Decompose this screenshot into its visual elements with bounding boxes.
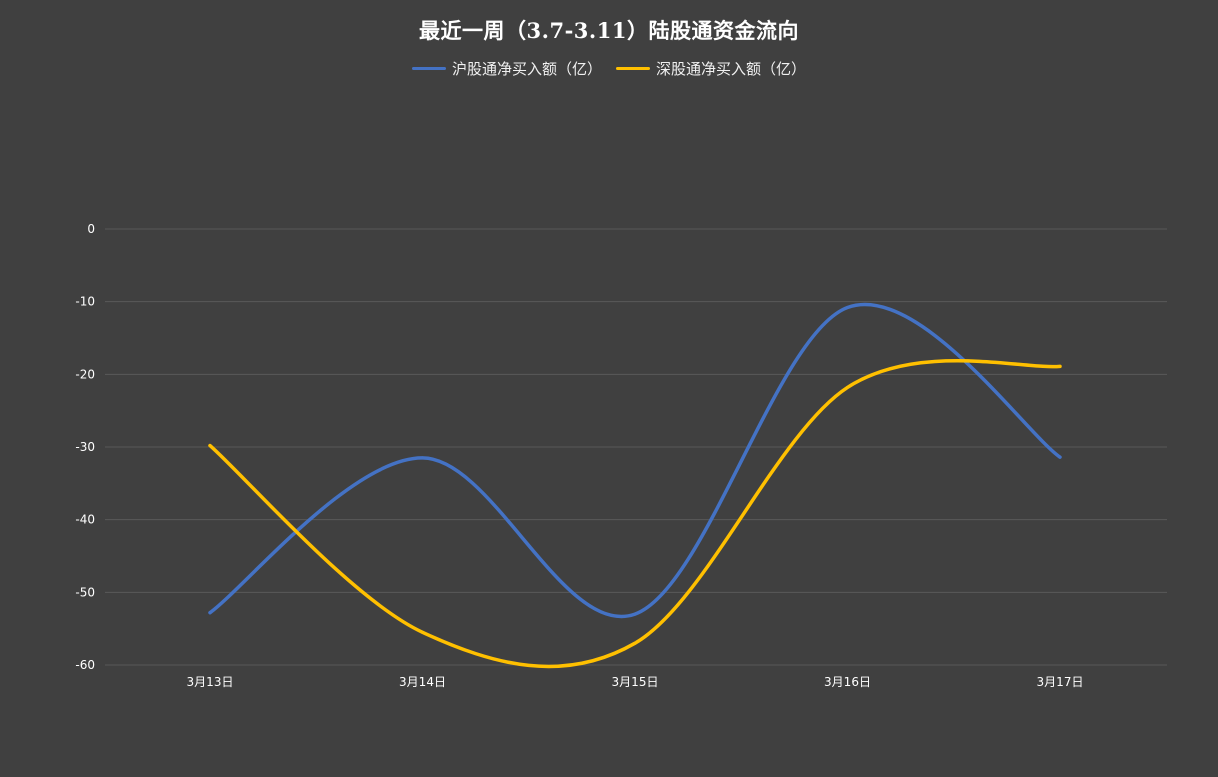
x-tick-label: 3月15日 [612, 675, 659, 689]
legend-swatch-sz [616, 67, 650, 70]
legend-item-sz[interactable]: 深股通净买入额（亿） [616, 58, 806, 79]
series-line-sh [208, 302, 1062, 619]
data-point [846, 385, 849, 389]
y-tick-label: -20 [75, 367, 95, 381]
gridlines [105, 228, 1167, 666]
data-point [421, 456, 424, 460]
data-point [208, 611, 212, 615]
y-tick-label: 0 [87, 222, 95, 236]
legend-swatch-sh [411, 67, 446, 70]
x-axis-ticks: 3月13日 3月14日 3月15日 3月16日 3月17日 [187, 675, 1084, 689]
data-point [208, 444, 212, 448]
y-tick-label: -40 [75, 513, 95, 527]
data-point [846, 305, 849, 309]
x-tick-label: 3月16日 [824, 675, 871, 689]
data-point [1058, 364, 1062, 368]
x-tick-label: 3月17日 [1037, 675, 1084, 689]
y-tick-label: -60 [75, 658, 95, 672]
x-tick-label: 3月14日 [399, 675, 446, 689]
x-tick-label: 3月13日 [187, 675, 234, 689]
data-point [1058, 455, 1062, 459]
legend-item-sh[interactable]: 沪股通净买入额（亿） [411, 58, 602, 79]
legend-label-sh: 沪股通净买入额（亿） [451, 60, 602, 78]
y-axis-ticks: 0 -10 -20 -30 -40 -50 -60 [75, 222, 95, 672]
data-point [633, 612, 637, 616]
data-point [633, 641, 637, 645]
chart-title: 最近一周（3.7-3.11）陆股通资金流向 [419, 18, 799, 43]
y-tick-label: -50 [75, 585, 95, 599]
data-point [421, 630, 424, 634]
legend-label-sz: 深股通净买入额（亿） [656, 60, 807, 78]
legend: 沪股通净买入额（亿） 深股通净买入额（亿） [0, 58, 1218, 79]
series-line-sz [208, 359, 1062, 669]
y-tick-label: -30 [75, 440, 95, 454]
series-lines [208, 302, 1062, 669]
y-tick-label: -10 [75, 295, 95, 309]
